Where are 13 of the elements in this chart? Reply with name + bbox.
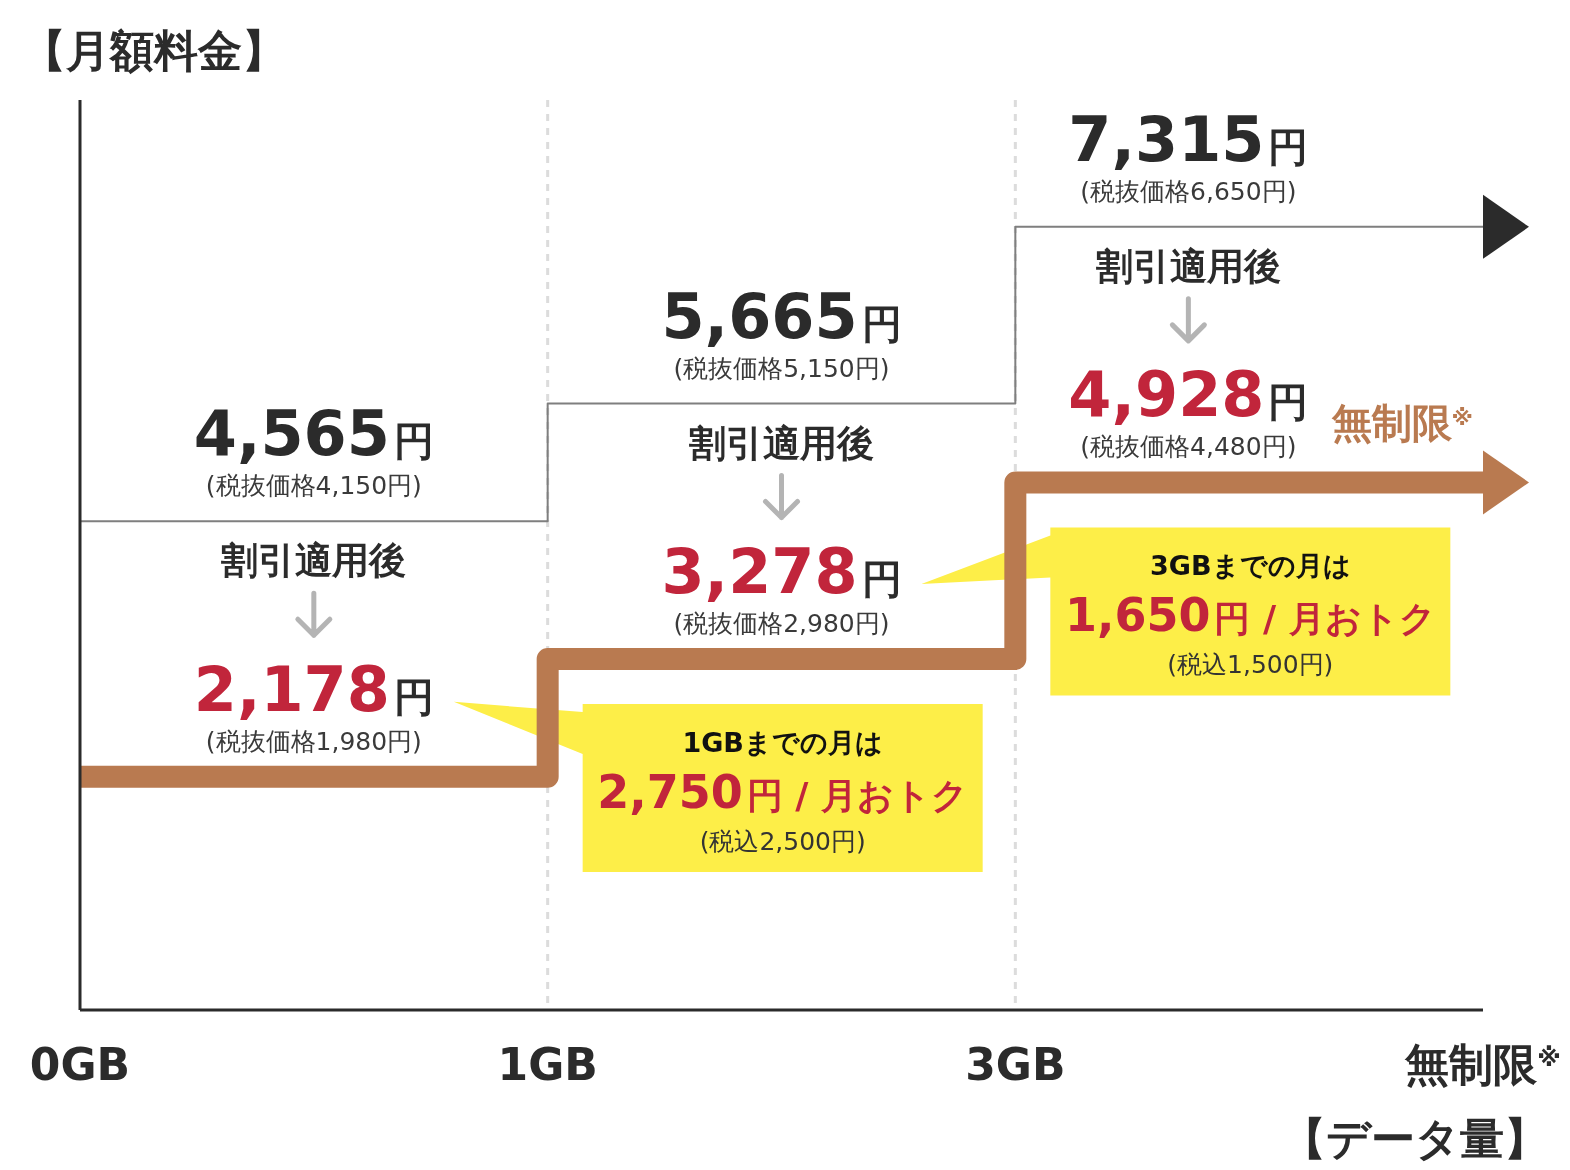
annotation: 割引適用後 [1095, 244, 1281, 288]
x-tick-label: 無制限$^{※}$ [1404, 1039, 1561, 1090]
x-tick-label: 1GB [497, 1039, 598, 1090]
data-label: 4,928円 (税抜価格4,480円) [1068, 358, 1309, 462]
annotation: 割引適用後 [221, 539, 407, 583]
annotation: 3GBまでの月は 1,650円 / 月おトク (税込1,500円) [1064, 550, 1436, 680]
annotation: 割引適用後 [689, 421, 874, 465]
annotation: 1GBまでの月は 2,750円 / 月おトク (税込2,500円) [597, 727, 969, 857]
x-tick-label: 3GB [965, 1039, 1066, 1090]
x-tick-label: 0GB [29, 1039, 131, 1090]
x-axis-title: 【データ量】 [1282, 1113, 1548, 1164]
annotation: 無制限$^{※}$ [1330, 400, 1473, 447]
y-axis-title: 【月額料金】 [22, 25, 286, 76]
